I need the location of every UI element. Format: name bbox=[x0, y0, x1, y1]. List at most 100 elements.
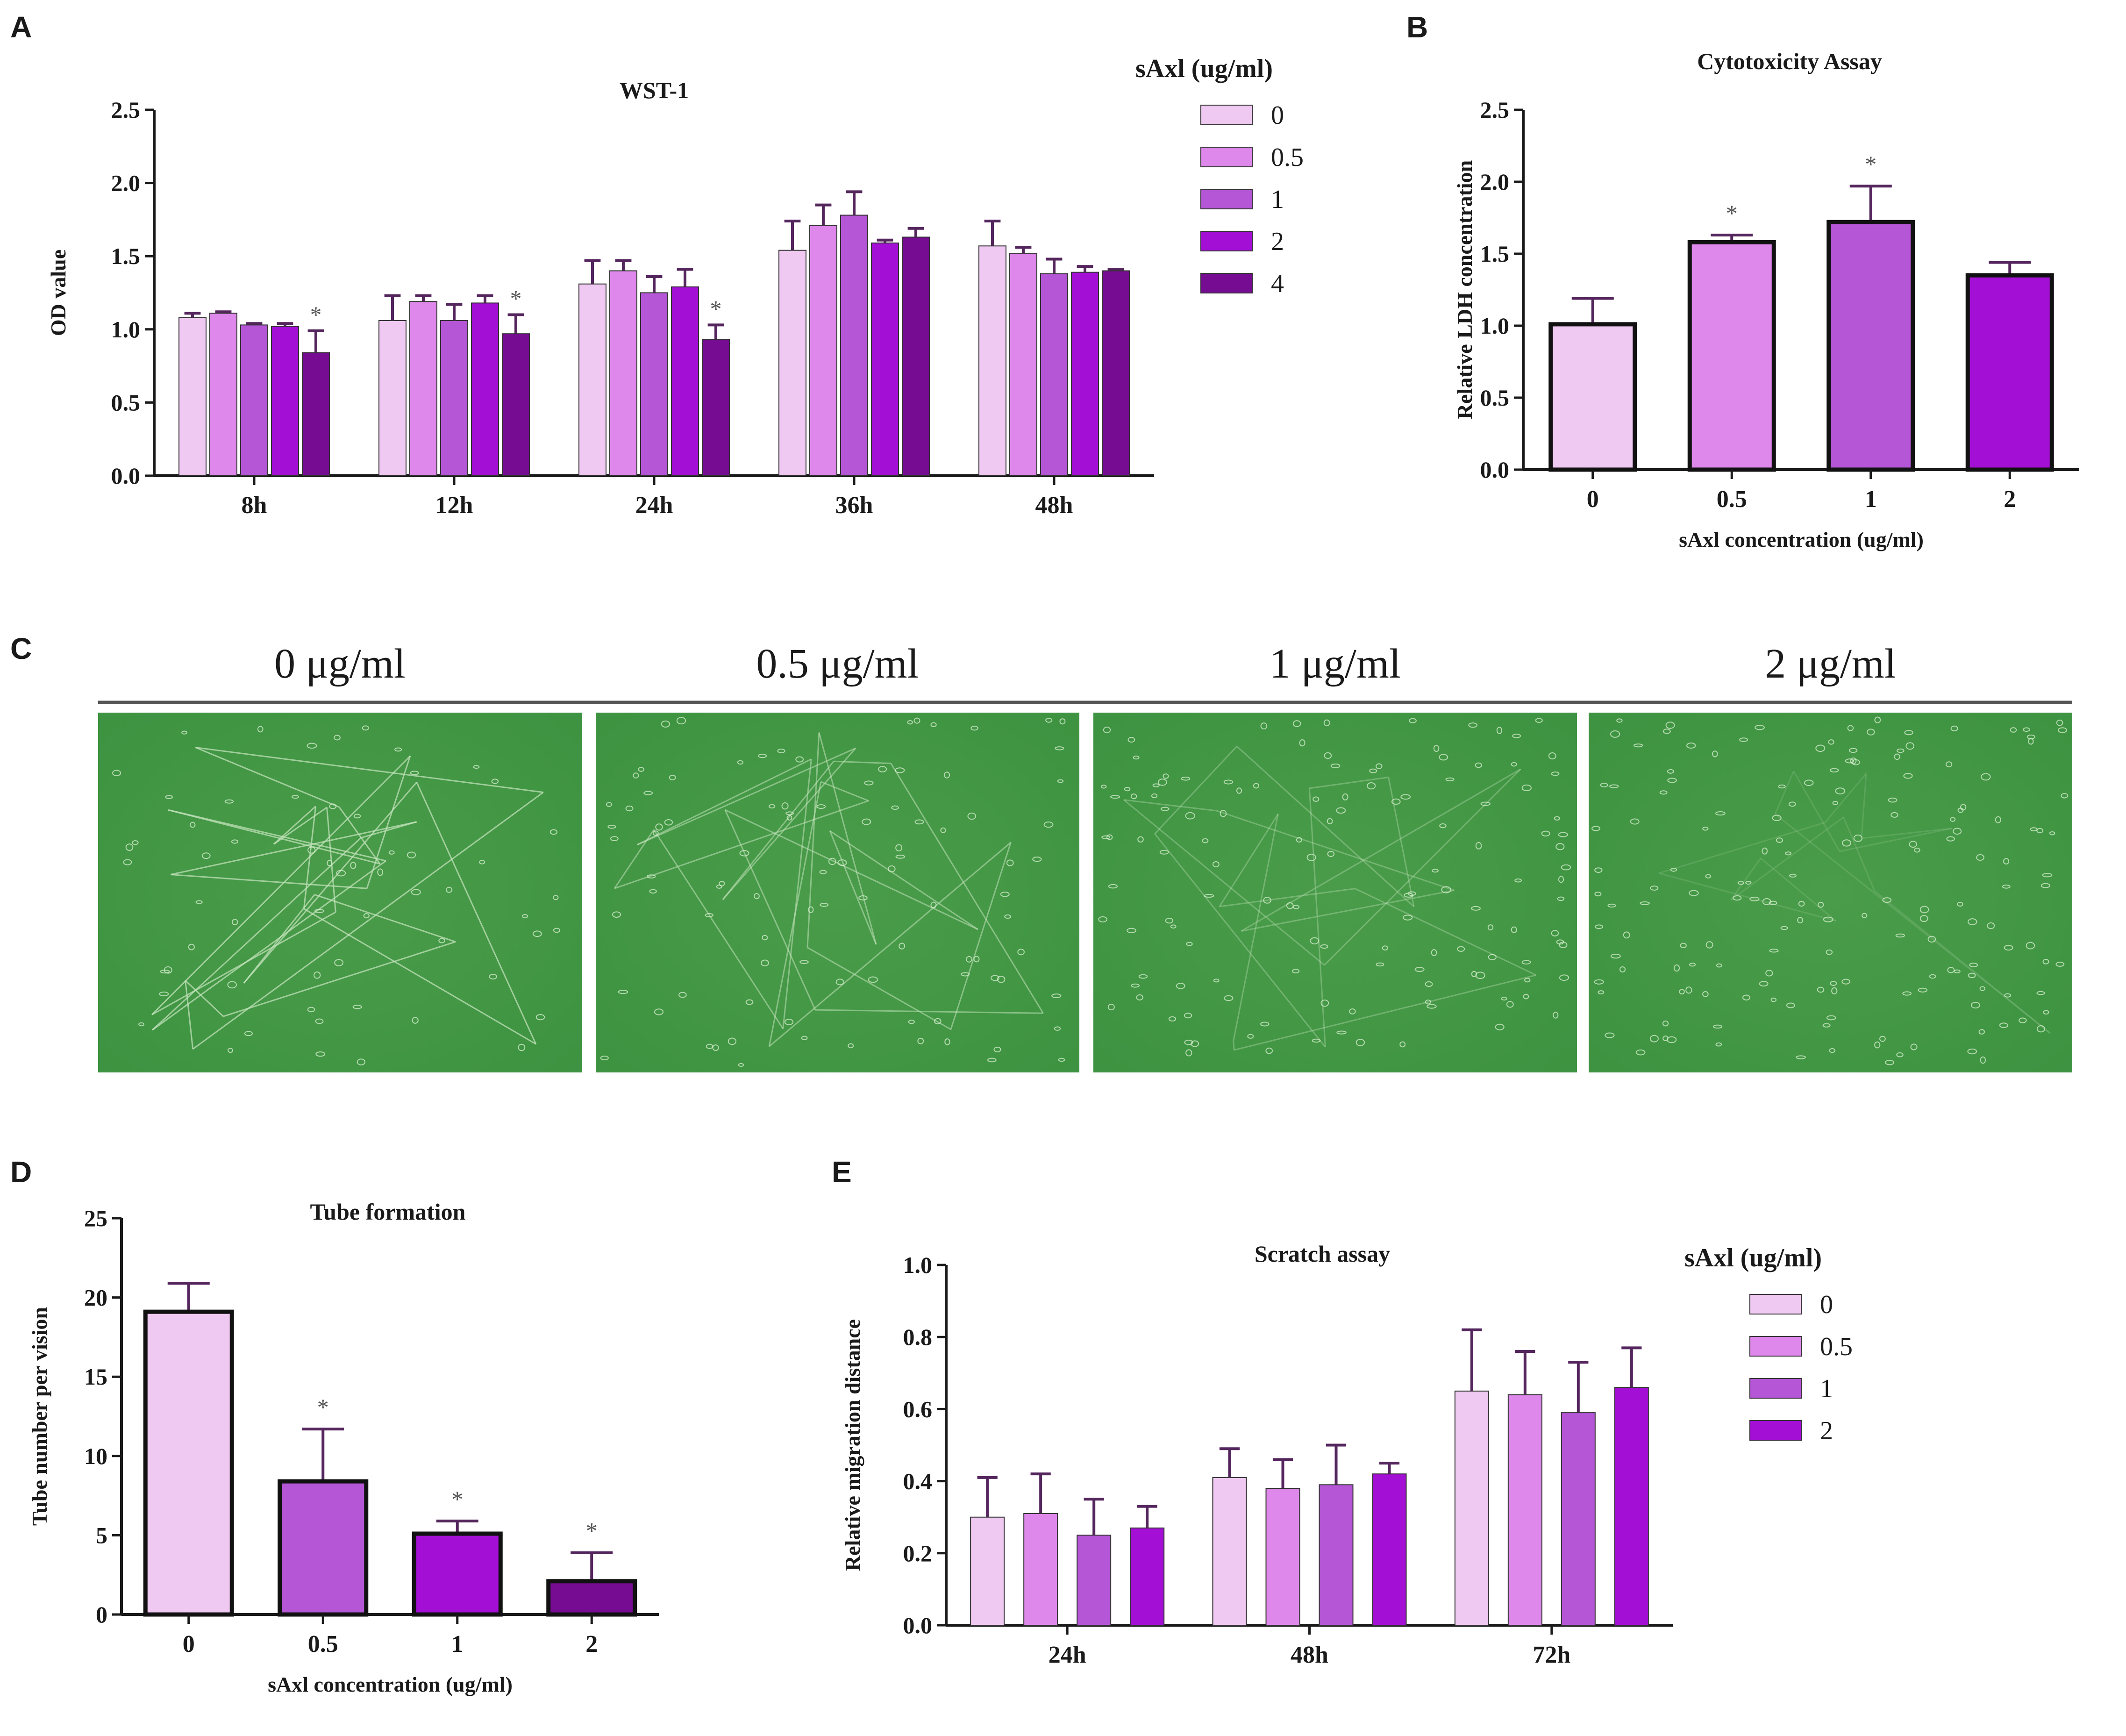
micrograph-cell bbox=[1471, 906, 1481, 911]
micrograph-cell bbox=[1496, 727, 1503, 734]
micrograph-cell bbox=[1224, 995, 1234, 1001]
E-legend-label: 1 bbox=[1820, 1374, 1833, 1403]
chart-A: 0.0 0.5 1.0 1.5 2.0 2.5 8h * 12h * 24h * 36h 48h WST-1… bbox=[46, 54, 1304, 519]
micrograph-tube bbox=[815, 1009, 1043, 1014]
micrograph-cell bbox=[1292, 969, 1300, 973]
micrograph-cell bbox=[473, 765, 480, 769]
micrograph-cell bbox=[837, 859, 847, 866]
micrograph-cell bbox=[1059, 718, 1066, 725]
micrograph-cell bbox=[1665, 722, 1675, 729]
micrograph-cell bbox=[1202, 838, 1209, 843]
micrograph-tube bbox=[314, 893, 456, 943]
chart-B: 0.0 0.5 1.0 1.5 2.0 2.5 0 * 0.5 * 1 2 Cytotoxicity A… bbox=[1453, 48, 2079, 551]
micrograph-cell bbox=[1391, 798, 1401, 805]
micrograph-cell bbox=[1607, 903, 1616, 908]
micrograph-cell bbox=[1987, 922, 1995, 929]
micrograph-tube bbox=[243, 782, 417, 984]
B-x-tick-label: 1 bbox=[1865, 486, 1877, 513]
micrograph-cell bbox=[1511, 762, 1517, 767]
micrograph-label: 0.5 μg/ml bbox=[756, 641, 919, 687]
micrograph-cell bbox=[314, 909, 325, 913]
micrograph-cell bbox=[895, 844, 903, 852]
E-bar bbox=[1212, 1477, 1247, 1626]
E-bar bbox=[1023, 1513, 1058, 1626]
micrograph-cell bbox=[965, 956, 972, 963]
micrograph-cell bbox=[1950, 725, 1958, 732]
micrograph-cell bbox=[315, 1018, 324, 1024]
micrograph-cell bbox=[1780, 926, 1788, 930]
chart-D: 0 5 10 15 20 25 0 * 0.5 * 1 * 2 Tube formation sAxl co… bbox=[28, 1199, 659, 1696]
micrograph-cell bbox=[1559, 974, 1570, 981]
micrograph-cell bbox=[1882, 897, 1892, 903]
micrograph-cell bbox=[895, 854, 905, 859]
micrograph-cell bbox=[940, 827, 946, 833]
E-y-tick-label: 1.0 bbox=[903, 1252, 933, 1278]
panel-letter-A: A bbox=[10, 10, 32, 44]
E-y-tick-label: 0.2 bbox=[903, 1540, 933, 1566]
A-bar bbox=[778, 250, 806, 476]
micrograph-cell bbox=[1441, 886, 1451, 893]
A-bar bbox=[1102, 270, 1130, 477]
micrograph-cell bbox=[654, 1008, 664, 1015]
micrograph-cell bbox=[820, 902, 829, 907]
micrograph-cell bbox=[1981, 773, 1991, 781]
D-x-tick-label: 1 bbox=[451, 1631, 464, 1657]
micrograph-cell bbox=[1051, 993, 1062, 998]
micrograph-tube bbox=[1308, 788, 1326, 1047]
A-y-tick-label: 0.5 bbox=[111, 389, 141, 415]
micrograph-cell bbox=[1521, 784, 1532, 792]
micrograph-cell bbox=[1425, 981, 1433, 987]
micrograph-tube bbox=[1874, 890, 2051, 1034]
micrograph-cell bbox=[1897, 748, 1905, 753]
micrograph-cell bbox=[1888, 797, 1898, 803]
micrograph-cell bbox=[1152, 783, 1160, 787]
micrograph-cell bbox=[990, 975, 999, 981]
micrograph-cell bbox=[1165, 917, 1174, 924]
micrograph-cell bbox=[407, 851, 416, 858]
micrograph-cell bbox=[1006, 859, 1014, 866]
micrograph-cell bbox=[1862, 913, 1868, 918]
micrograph-cell bbox=[728, 1037, 737, 1045]
micrograph-cell bbox=[1667, 769, 1675, 774]
micrograph-cell bbox=[1548, 752, 1556, 760]
micrograph-cell bbox=[1835, 787, 1846, 795]
micrograph-cell bbox=[1439, 754, 1448, 761]
micrograph-cell bbox=[1000, 892, 1010, 897]
micrograph-tube bbox=[1658, 822, 1826, 874]
E-y-tick-label: 0.6 bbox=[903, 1396, 933, 1422]
A-legend-label: 2 bbox=[1271, 227, 1284, 256]
micrograph-cell bbox=[652, 830, 659, 836]
micrograph-tube bbox=[653, 829, 784, 1029]
micrograph-tube bbox=[1730, 816, 1844, 901]
micrograph-cell bbox=[181, 730, 187, 735]
E-bar bbox=[1265, 1488, 1300, 1626]
micrograph-cell bbox=[1514, 878, 1522, 883]
micrograph-cell bbox=[1400, 794, 1411, 800]
micrograph-cell bbox=[350, 862, 357, 869]
E-legend-swatch bbox=[1749, 1336, 1802, 1357]
micrograph-tube bbox=[950, 842, 1012, 1030]
micrograph-label: 2 μg/ml bbox=[1765, 641, 1896, 687]
micrograph-cell bbox=[1804, 779, 1814, 786]
micrograph-cell bbox=[1523, 993, 1529, 1000]
micrograph-cell bbox=[795, 756, 804, 763]
B-bar bbox=[1965, 273, 2054, 472]
micrograph-cell bbox=[165, 795, 173, 800]
micrograph-cell bbox=[553, 895, 559, 900]
micrograph-cell bbox=[1980, 1056, 1986, 1064]
micrograph-cell bbox=[808, 906, 814, 913]
micrograph-tube bbox=[724, 809, 816, 1010]
micrograph-cell bbox=[2042, 959, 2049, 964]
micrograph-cell bbox=[1431, 949, 1437, 957]
micrograph-cell bbox=[1480, 801, 1491, 806]
micrograph-cell bbox=[1874, 1041, 1881, 1049]
micrograph-tube bbox=[273, 806, 316, 845]
micrograph-cell bbox=[1640, 901, 1650, 905]
micrograph-cell bbox=[1759, 981, 1769, 987]
panel-letter-E: E bbox=[832, 1155, 852, 1189]
micrograph-cell bbox=[1867, 729, 1875, 736]
micrograph-cell bbox=[549, 829, 558, 835]
micrograph-cell bbox=[1712, 750, 1718, 757]
micrograph-cell bbox=[754, 893, 760, 900]
micrograph-cell bbox=[1742, 994, 1750, 1001]
